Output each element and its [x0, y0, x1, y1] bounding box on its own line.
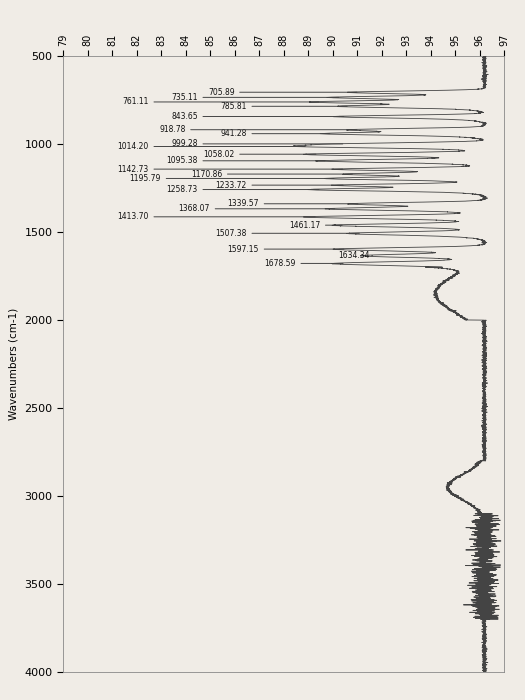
- Text: 1461.17: 1461.17: [289, 220, 320, 230]
- Text: 918.78: 918.78: [159, 125, 185, 134]
- Text: 843.65: 843.65: [171, 112, 198, 121]
- Text: 1233.72: 1233.72: [215, 181, 247, 190]
- Text: 1597.15: 1597.15: [228, 244, 259, 253]
- Y-axis label: Wavenumbers (cm-1): Wavenumbers (cm-1): [9, 308, 19, 420]
- Text: 705.89: 705.89: [208, 88, 235, 97]
- Text: 1368.07: 1368.07: [178, 204, 210, 214]
- Text: 735.11: 735.11: [171, 93, 198, 102]
- Text: 1258.73: 1258.73: [166, 185, 198, 194]
- Text: 1339.57: 1339.57: [227, 199, 259, 209]
- Text: 1142.73: 1142.73: [118, 164, 149, 174]
- Text: 1678.59: 1678.59: [265, 259, 296, 268]
- Text: 1014.20: 1014.20: [118, 142, 149, 151]
- Title: %Transmittance: %Transmittance: [233, 0, 334, 4]
- Text: 1413.70: 1413.70: [118, 212, 149, 221]
- Text: 1170.86: 1170.86: [191, 169, 222, 178]
- Text: 1095.38: 1095.38: [166, 156, 198, 165]
- Text: 1507.38: 1507.38: [215, 229, 247, 238]
- Text: 941.28: 941.28: [220, 130, 247, 138]
- Text: 785.81: 785.81: [220, 102, 247, 111]
- Text: 1058.02: 1058.02: [203, 150, 235, 159]
- Text: 999.28: 999.28: [171, 139, 198, 148]
- Text: 1634.34: 1634.34: [338, 251, 369, 260]
- Text: 1195.79: 1195.79: [130, 174, 161, 183]
- Text: 761.11: 761.11: [122, 97, 149, 106]
